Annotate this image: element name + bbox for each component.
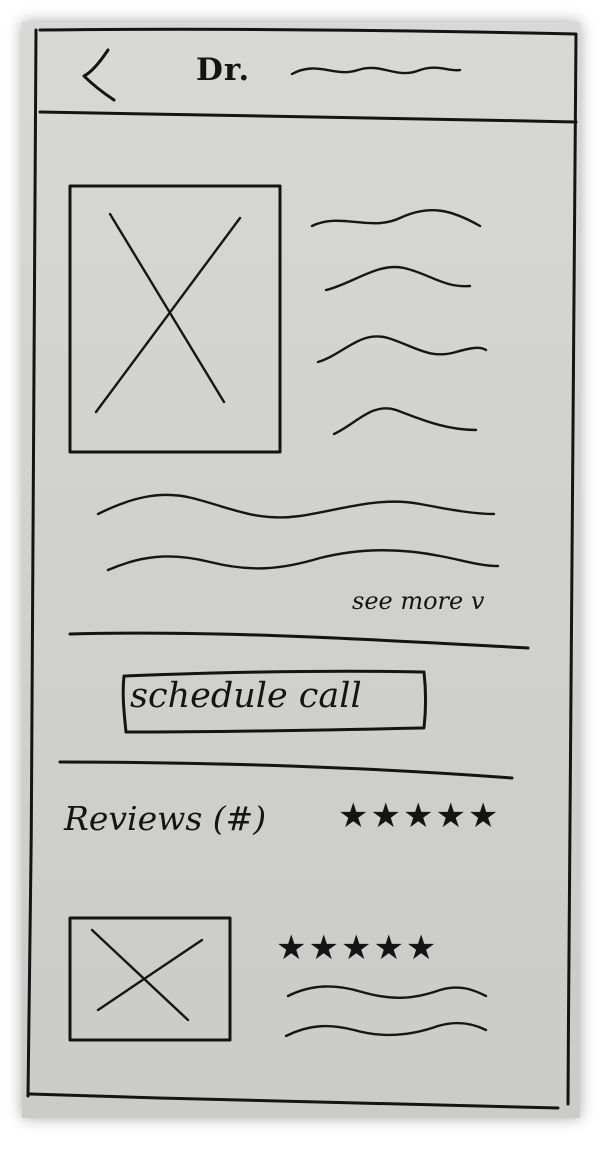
review-rating-stars: ★★★★★ (276, 928, 438, 968)
see-more-link[interactable]: see more v (352, 587, 484, 615)
schedule-call-label: schedule call (130, 676, 362, 716)
page-title: Dr. (196, 52, 250, 88)
chevron-left-icon (84, 50, 114, 100)
reviews-heading: Reviews (#) (64, 799, 266, 838)
rating-stars: ★★★★★ (338, 796, 500, 836)
back-button[interactable] (70, 42, 124, 104)
